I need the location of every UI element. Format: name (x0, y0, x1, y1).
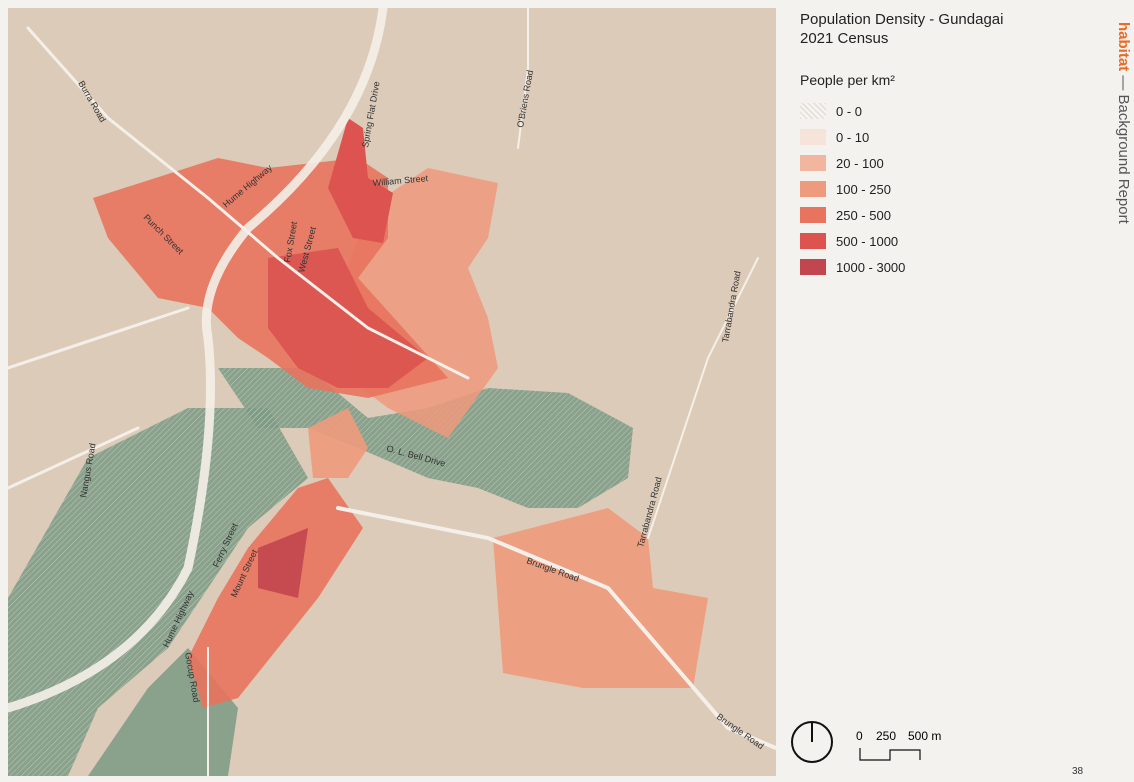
page-number: 38 (1072, 766, 1084, 777)
legend-label: 500 - 1000 (836, 233, 899, 249)
legend-swatch (800, 155, 826, 171)
scale-label: 500 m (908, 729, 941, 743)
sidebar: habitat — Background Report (1115, 22, 1132, 224)
scale-bar: 0 250 500 m (791, 721, 941, 763)
street-label: William Street (372, 173, 429, 188)
legend-title: People per km² (800, 72, 895, 88)
legend-item: 20 - 100 (800, 150, 905, 176)
legend-swatch (800, 207, 826, 223)
legend-item: 1000 - 3000 (800, 254, 905, 280)
legend-item: 100 - 250 (800, 176, 905, 202)
legend-swatch (800, 181, 826, 197)
scale-label: 0 (856, 729, 863, 743)
legend-label: 0 - 10 (836, 129, 870, 145)
legend-label: 20 - 100 (836, 155, 884, 171)
legend-item: 250 - 500 (800, 202, 905, 228)
map: Burra Road Spring Flat Drive O'Briens Ro… (8, 8, 776, 776)
legend-swatch (800, 129, 826, 145)
legend-label: 1000 - 3000 (836, 259, 906, 275)
roads (8, 8, 776, 776)
legend-item: 0 - 0 (800, 98, 905, 124)
legend-item: 500 - 1000 (800, 228, 905, 254)
subtitle: 2021 Census (800, 30, 889, 47)
title: Population Density - Gundagai (800, 11, 1004, 28)
legend-swatch (800, 259, 826, 275)
legend-item: 0 - 10 (800, 124, 905, 150)
legend-label: 250 - 500 (836, 207, 891, 223)
legend-label: 0 - 0 (836, 103, 863, 119)
density-areas (93, 118, 708, 708)
title-block: Population Density - Gundagai 2021 Censu… (800, 10, 1003, 48)
report-title: — Background Report (1115, 75, 1132, 224)
scale-line (859, 748, 921, 761)
legend-swatch (800, 103, 826, 119)
scale-label: 250 (876, 729, 896, 743)
legend-label: 100 - 250 (836, 181, 891, 197)
legend-swatch (800, 233, 826, 249)
brand: habitat (1115, 22, 1132, 72)
legend: 0 - 0 0 - 10 20 - 100 100 - 250 250 - 500 500… (800, 98, 905, 280)
parks (8, 368, 633, 776)
